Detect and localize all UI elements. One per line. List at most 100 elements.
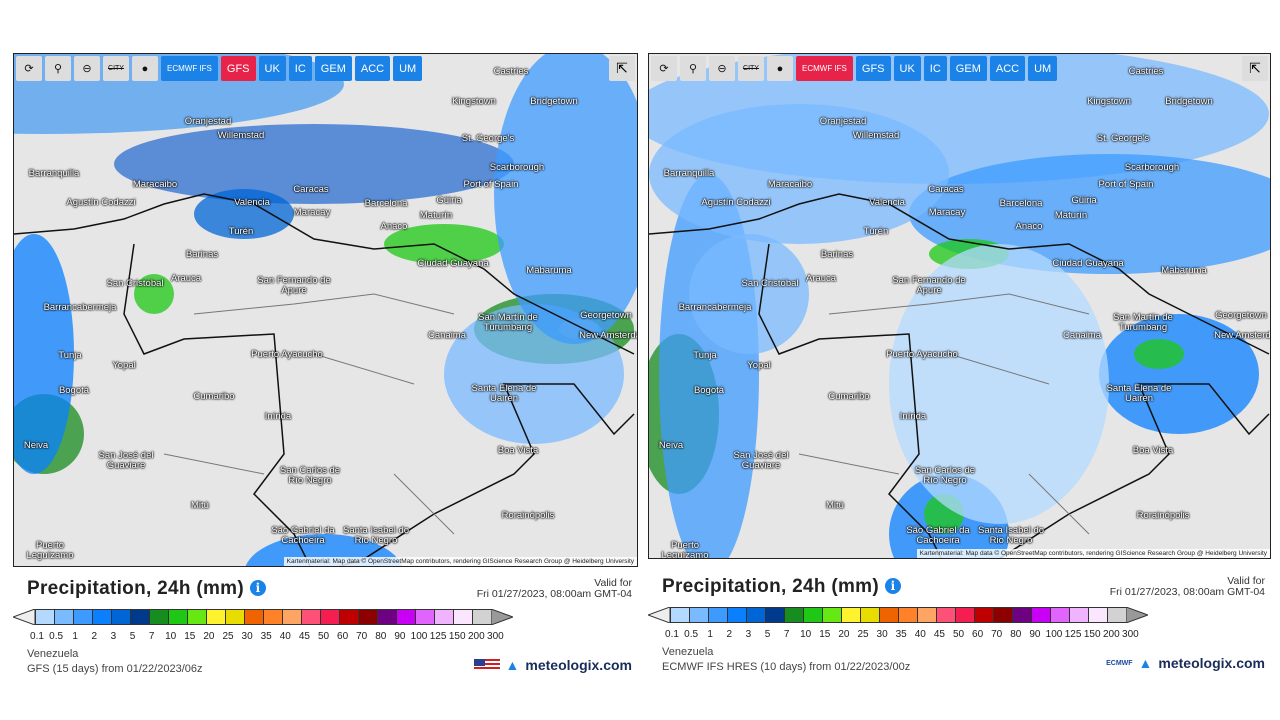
- model-button-uk[interactable]: UK: [258, 56, 286, 81]
- precipitation-area: [194, 189, 294, 239]
- map-attribution: Kartenmaterial: Map data © OpenStreetMap…: [283, 557, 637, 566]
- city-label: Scarborough: [1124, 162, 1180, 173]
- city-label: Kingstown: [452, 96, 496, 107]
- scale-tick: 300: [1122, 629, 1139, 640]
- refresh-icon[interactable]: ⟳: [16, 56, 42, 81]
- color-swatch: [708, 607, 728, 623]
- city-label: Barranquilla: [663, 168, 715, 179]
- share-icon[interactable]: ⇱: [609, 56, 635, 81]
- model-button-ic[interactable]: IC: [288, 56, 312, 81]
- model-button-um[interactable]: UM: [393, 56, 423, 81]
- city-labels-toggle[interactable]: CITY: [103, 56, 129, 81]
- meteologix-logo-icon: ▲: [505, 657, 520, 673]
- legend-title: Precipitation, 24h (mm): [27, 578, 244, 599]
- city-label: San José del Guaviare: [733, 450, 789, 471]
- brand[interactable]: ▲ meteologix.com: [473, 657, 632, 673]
- map-layer: [649, 54, 1270, 558]
- share-icon[interactable]: ⇱: [1242, 56, 1268, 81]
- scale-tick: 25: [222, 631, 234, 642]
- scale-tick: 20: [838, 629, 850, 640]
- meteologix-logo-icon: ▲: [1138, 655, 1153, 671]
- city-label: Bogotá: [58, 385, 90, 396]
- model-button-acc[interactable]: ACC: [989, 56, 1026, 81]
- city-label: Cumaribo: [193, 391, 235, 402]
- scale-max-arrow: [1126, 607, 1148, 623]
- precipitation-map[interactable]: Castries Kingstown Bridgetown Oranjestad Wil…: [13, 53, 638, 567]
- city-label: Port of Spain: [463, 179, 519, 190]
- city-label: San José del Guaviare: [98, 450, 154, 471]
- scale-tick: 200: [1102, 629, 1120, 640]
- brand[interactable]: ECMWF ▲ meteologix.com: [1106, 655, 1265, 671]
- city-label: Rorainópolis: [501, 510, 555, 521]
- model-button-ecmwf-ifs[interactable]: ECMWF IFS: [161, 56, 218, 81]
- zoom-out-icon[interactable]: ⊖: [74, 56, 100, 81]
- precipitation-area: [1099, 314, 1259, 434]
- country-border: [123, 243, 635, 566]
- scale-tick: 50: [952, 629, 965, 640]
- info-icon[interactable]: i: [885, 578, 901, 594]
- scale-min-arrow: [648, 607, 670, 623]
- valid-label: Valid for: [1227, 575, 1265, 587]
- precipitation-map[interactable]: Castries Kingstown Bridgetown Oranjestad Wil…: [648, 53, 1271, 559]
- scale-tick: 50: [317, 631, 330, 642]
- city-label: Barrancabermeja: [678, 302, 752, 313]
- color-swatch: [670, 607, 690, 623]
- city-label: Mitú: [826, 500, 844, 511]
- scale-tick: 100: [1045, 629, 1063, 640]
- model-button-gfs[interactable]: GFS: [220, 56, 256, 81]
- us-flag-icon: [473, 659, 500, 671]
- color-swatch: [415, 609, 435, 625]
- scale-tick: 150: [1083, 629, 1101, 640]
- zoom-out-icon[interactable]: ⊖: [709, 56, 735, 81]
- model-button-gem[interactable]: GEM: [314, 56, 352, 81]
- precipitation-area: [14, 234, 74, 474]
- location-pin-icon[interactable]: ⚲: [680, 56, 706, 81]
- city-label: São Gabriel da Cachoeira: [906, 525, 970, 546]
- model-button-ecmwf-ifs[interactable]: ECMWF IFS: [796, 56, 853, 81]
- scale-tick: 25: [857, 629, 869, 640]
- dot-marker-icon[interactable]: ●: [132, 56, 158, 81]
- scale-tick: 10: [165, 631, 177, 642]
- scale-tick: 7: [783, 629, 790, 640]
- city-label: Valencia: [234, 197, 270, 208]
- model-button-um[interactable]: UM: [1028, 56, 1058, 81]
- scale-tick: 10: [800, 629, 812, 640]
- city-label: Maturín: [1054, 210, 1088, 221]
- dot-marker-icon[interactable]: ●: [767, 56, 793, 81]
- color-swatch: [936, 607, 956, 623]
- color-swatch: [898, 607, 918, 623]
- legend-1: Precipitation, 24h (mm) i Valid for Fri 01…: [648, 570, 1269, 680]
- precipitation-area: [649, 104, 949, 244]
- model-button-acc[interactable]: ACC: [354, 56, 391, 81]
- city-label: Bogotá: [693, 385, 725, 396]
- city-label: Barinas: [185, 249, 219, 260]
- info-icon[interactable]: i: [250, 580, 266, 596]
- city-label: Santa Elena de Uairén: [1106, 383, 1172, 404]
- city-label: Maracaibo: [767, 179, 813, 190]
- refresh-icon[interactable]: ⟳: [651, 56, 677, 81]
- model-button-uk[interactable]: UK: [893, 56, 921, 81]
- city-label: Tunja: [693, 350, 717, 361]
- scale-tick: 15: [184, 631, 196, 642]
- coastline: [14, 193, 635, 355]
- city-label: Puerto Ayacucho: [251, 349, 323, 360]
- scale-tick: 5: [764, 629, 771, 640]
- city-labels-toggle[interactable]: CITY: [738, 56, 764, 81]
- city-label: Castries: [1128, 66, 1164, 77]
- scale-min-arrow: [13, 609, 35, 625]
- city-label: Bridgetown: [530, 96, 578, 107]
- city-label: Puerto Ayacucho: [886, 349, 958, 360]
- location-pin-icon[interactable]: ⚲: [45, 56, 71, 81]
- color-swatch: [689, 607, 709, 623]
- model-button-gfs[interactable]: GFS: [855, 56, 891, 81]
- city-label: San Martín de Turumbang: [1113, 312, 1173, 333]
- model-button-ic[interactable]: IC: [923, 56, 947, 81]
- scale-tick: 45: [933, 629, 945, 640]
- model-button-gem[interactable]: GEM: [949, 56, 987, 81]
- city-label: Neiva: [658, 440, 684, 451]
- city-label: Barinas: [820, 249, 854, 260]
- color-swatch: [453, 609, 473, 625]
- city-label: Barcelona: [999, 198, 1043, 209]
- city-label: San Fernando de Apure: [892, 275, 966, 296]
- scale-tick: 40: [279, 631, 291, 642]
